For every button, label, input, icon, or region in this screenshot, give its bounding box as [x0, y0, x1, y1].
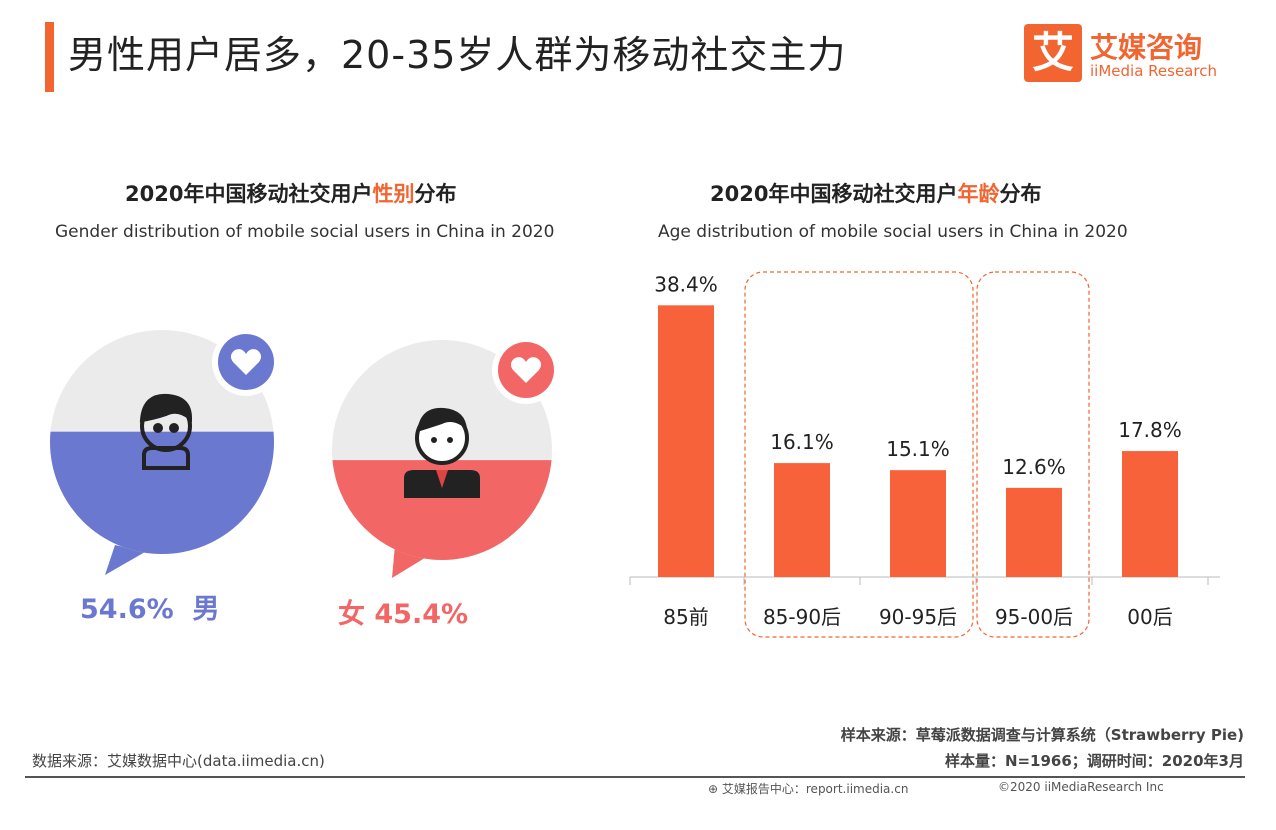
tick-label-95-00后: 95-00后	[995, 605, 1073, 629]
tick-label-85前: 85前	[663, 605, 708, 629]
report-center-text: 艾媒报告中心：report.iimedia.cn	[721, 782, 909, 796]
gender-title-prefix: 2020年中国移动社交用户	[125, 182, 373, 206]
logo-mark: 艾	[1024, 24, 1082, 82]
page-title: 男性用户居多，20-35岁人群为移动社交主力	[68, 33, 847, 77]
gender-chart-subtitle: Gender distribution of mobile social use…	[55, 222, 555, 242]
gender-bubbles	[50, 328, 560, 578]
female-avatar-icon	[404, 407, 480, 498]
gender-chart-title: 2020年中国移动社交用户性别分布	[125, 178, 456, 208]
tick-label-90-95后: 90-95后	[879, 605, 957, 629]
sample-size: 样本量：N=1966；调研时间：2020年3月	[944, 752, 1244, 770]
female-percent-label: 女 45.4%	[338, 599, 469, 630]
report-center: ⊕ 艾媒报告中心：report.iimedia.cn	[708, 780, 908, 797]
gender-title-highlight: 性别	[372, 182, 415, 206]
highlight-group-box-1	[744, 271, 974, 638]
data-label-85前: 38.4%	[654, 272, 718, 296]
heart-icon	[230, 349, 262, 375]
data-label-95-00后: 12.6%	[1002, 455, 1066, 479]
logo-text-en: iiMedia Research	[1090, 62, 1217, 80]
male-bubble-tail	[105, 545, 145, 575]
bar-95-00后	[1006, 487, 1062, 577]
globe-icon: ⊕	[708, 782, 719, 796]
bar-85-90后	[774, 463, 830, 577]
heart-icon	[510, 357, 542, 383]
age-title-suffix: 分布	[999, 182, 1042, 206]
age-title-prefix: 2020年中国移动社交用户	[710, 182, 958, 206]
data-source: 数据来源：艾媒数据中心(data.iimedia.cn)	[32, 752, 325, 770]
male-percent-label: 54.6% 男	[80, 594, 220, 625]
footer-divider	[25, 776, 1245, 778]
gender-title-suffix: 分布	[414, 182, 457, 206]
age-chart-subtitle: Age distribution of mobile social users …	[658, 222, 1128, 242]
tick-label-00后: 00后	[1127, 605, 1172, 629]
logo-text-cn: 艾媒咨询	[1090, 31, 1203, 64]
tick-label-85-90后: 85-90后	[763, 605, 841, 629]
bar-85前	[658, 305, 714, 577]
data-label-85-90后: 16.1%	[770, 430, 834, 454]
title-accent-bar	[45, 22, 54, 92]
highlight-group-box-2	[976, 271, 1090, 638]
male-avatar-icon	[139, 393, 193, 470]
bar-90-95后	[890, 470, 946, 577]
age-title-highlight: 年龄	[957, 182, 1000, 206]
age-chart-title: 2020年中国移动社交用户年龄分布	[710, 178, 1041, 208]
copyright: ©2020 iiMediaResearch Inc	[998, 780, 1164, 794]
iimedia-logo: 艾 艾媒咨询 iiMedia Research	[1024, 24, 1254, 88]
sample-source: 样本来源：草莓派数据调查与计算系统（Strawberry Pie)	[840, 726, 1244, 744]
data-label-90-95后: 15.1%	[886, 437, 950, 461]
data-label-00后: 17.8%	[1118, 418, 1182, 442]
bar-00后	[1122, 451, 1178, 577]
age-bar-chart: 38.4% 85前 16.1% 85-90后 15.1% 90-95后 12.6% 95-00…	[629, 271, 1220, 638]
